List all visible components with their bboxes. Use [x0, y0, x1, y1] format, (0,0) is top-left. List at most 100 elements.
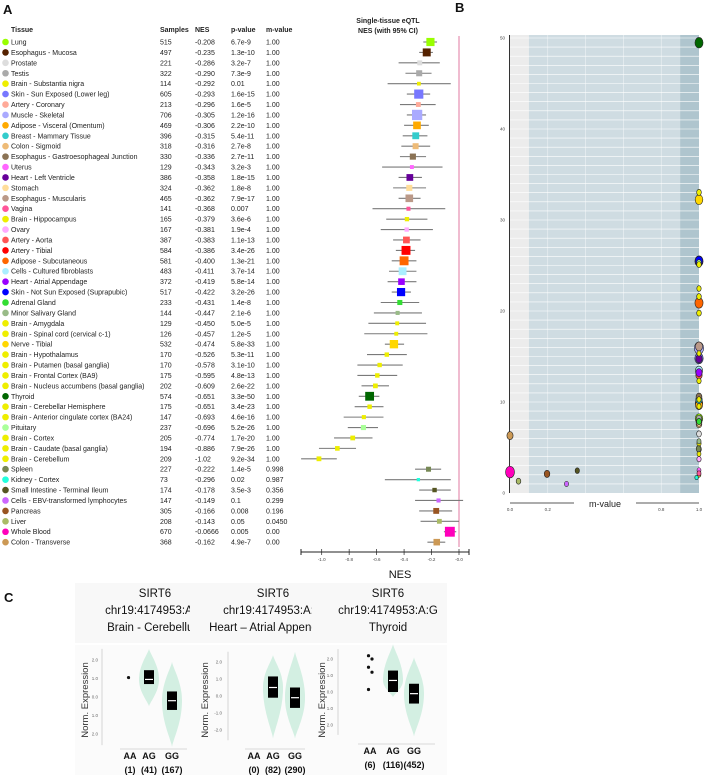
nes-value: -0.343: [195, 165, 215, 172]
y-tick-label: 2.0: [327, 657, 334, 662]
samples-value: 227: [160, 467, 172, 474]
tissue-color-dot: [2, 236, 9, 244]
nes-marker: [405, 194, 414, 203]
table-row: Esophagus - Gastroesophageal Junction 330…: [2, 153, 427, 161]
tissue-color-dot: [2, 226, 9, 233]
m-value: 1.00: [266, 196, 280, 203]
m-value: 1.00: [266, 206, 280, 213]
tissue-color-dot: [2, 299, 9, 306]
tissue-color-dot: [2, 497, 9, 504]
m-value: 1.00: [266, 133, 280, 140]
nes-value: -0.422: [195, 290, 215, 297]
m-value: 1.00: [266, 446, 280, 453]
table-row: Skin - Sun Exposed (Lower leg) 605 -0.293 1…: [2, 89, 431, 99]
m-value: 1.00: [266, 383, 280, 390]
tissue-name: Cells - EBV-transformed lymphocytes: [11, 498, 127, 505]
data-point: [505, 465, 515, 479]
p-value: 1.7e-20: [231, 435, 255, 442]
p-value: 5.8e-14: [231, 279, 255, 286]
p-value: 2.2e-10: [231, 123, 255, 130]
genotype-label: GG: [288, 751, 302, 761]
tissue-color-dot: [2, 382, 9, 390]
nes-marker: [397, 299, 403, 306]
tissue-name: Colon - Sigmoid: [11, 144, 61, 151]
p-value: 1.4e-5: [231, 467, 251, 474]
x-tick-label: -0.0: [455, 557, 463, 562]
table-row: Small Intestine - Terminal Ileum 174 -0.17…: [2, 486, 451, 495]
samples-value: 221: [160, 60, 172, 67]
tissue-name: Esophagus - Mucosa: [11, 50, 77, 57]
tissue-name: Prostate: [11, 60, 37, 67]
m-value: 1.00: [266, 363, 280, 370]
y-tick-label: 0.0: [327, 690, 334, 695]
nes-marker: [375, 373, 380, 378]
plot-title-line: Thyroid: [369, 622, 407, 634]
table-row: Prostate 221 -0.286 3.2e-7 1.00: [2, 59, 440, 67]
data-point: [515, 477, 522, 485]
samples-value: 175: [160, 404, 172, 411]
samples-value: 194: [160, 446, 172, 453]
data-point: [696, 396, 702, 403]
tissue-name: Esophagus - Gastroesophageal Junction: [11, 154, 138, 161]
table-row: Testis 322 -0.290 7.3e-9 1.00: [2, 69, 432, 78]
nes-value: -0.886: [195, 446, 215, 453]
p-value: 1.2e-16: [231, 112, 255, 119]
tissue-color-dot: [2, 122, 9, 129]
nes-marker: [389, 340, 399, 349]
y-tick-label: 1.0: [92, 713, 99, 718]
y-axis-label: Norm. Expression: [317, 662, 328, 738]
tissue-name: Kidney - Cortex: [11, 477, 60, 484]
m-value: 1.00: [266, 154, 280, 161]
y-tick-label: 2.0: [216, 660, 223, 665]
p-value: 3.3e-50: [231, 394, 255, 401]
samples-value: 465: [160, 196, 172, 203]
tissue-color-dot: [2, 528, 9, 536]
tissue-color-dot: [2, 403, 9, 411]
m-value: 1.00: [266, 175, 280, 182]
m-value: 1.00: [266, 144, 280, 151]
nes-marker: [422, 48, 431, 57]
tissue-color-dot: [2, 465, 9, 473]
table-row: Colon - Sigmoid 318 -0.316 2.7e-8 1.00: [2, 142, 431, 151]
nes-marker: [416, 477, 421, 482]
nes-marker: [404, 227, 409, 232]
samples-value: 129: [160, 321, 172, 328]
p-value: 5.0e-5: [231, 321, 251, 328]
m-value: 1.00: [266, 165, 280, 172]
samples-value: 305: [160, 508, 172, 515]
p-value: 1.6e-15: [231, 92, 255, 99]
nes-value: -0.474: [195, 342, 215, 349]
data-point: [506, 431, 514, 440]
tissue-name: Breast - Mammary Tissue: [11, 133, 91, 140]
table-row: Brain - Caudate (basal ganglia) 194 -0.886…: [2, 445, 357, 453]
nes-marker: [395, 321, 400, 326]
tissue-name: Brain - Cerebellum: [11, 456, 70, 463]
tissue-color-dot: [2, 111, 9, 119]
nes-value: -0.222: [195, 467, 215, 474]
outlier-point: [370, 657, 374, 661]
nes-value: -0.290: [195, 71, 215, 78]
m-value: 0.998: [266, 467, 284, 474]
p-value: 0.008: [231, 508, 249, 515]
p-value: 5.3e-11: [231, 352, 254, 359]
y-tick-label: 1.0: [327, 706, 334, 711]
nes-value: -0.293: [195, 92, 215, 99]
table-row: Pituitary 237 -0.696 5.2e-26 1.00: [2, 424, 378, 432]
m-value: 0.196: [266, 508, 284, 515]
tissue-color-dot: [2, 538, 9, 546]
y-tick-label: 2.0: [327, 723, 334, 728]
genotype-label: AG: [266, 751, 280, 761]
table-row: Whole Blood 670 -0.0666 0.005 0.00: [2, 526, 457, 537]
table-row: Brain - Nucleus accumbens (basal ganglia…: [2, 382, 389, 390]
samples-value: 670: [160, 529, 172, 536]
samples-value: 517: [160, 290, 172, 297]
iqr-box: [144, 670, 154, 685]
samples-value: 165: [160, 217, 172, 224]
m-value: 1.00: [266, 321, 280, 328]
forest-subtitle: NES (with 95% CI): [358, 28, 418, 35]
x-tick-label: -0.8: [345, 557, 353, 562]
genotype-count: (41): [141, 765, 157, 775]
tissue-color-dot: [2, 340, 9, 348]
tissue-name: Brain - Cerebellar Hemisphere: [11, 404, 106, 411]
p-value: 0.007: [231, 206, 249, 213]
